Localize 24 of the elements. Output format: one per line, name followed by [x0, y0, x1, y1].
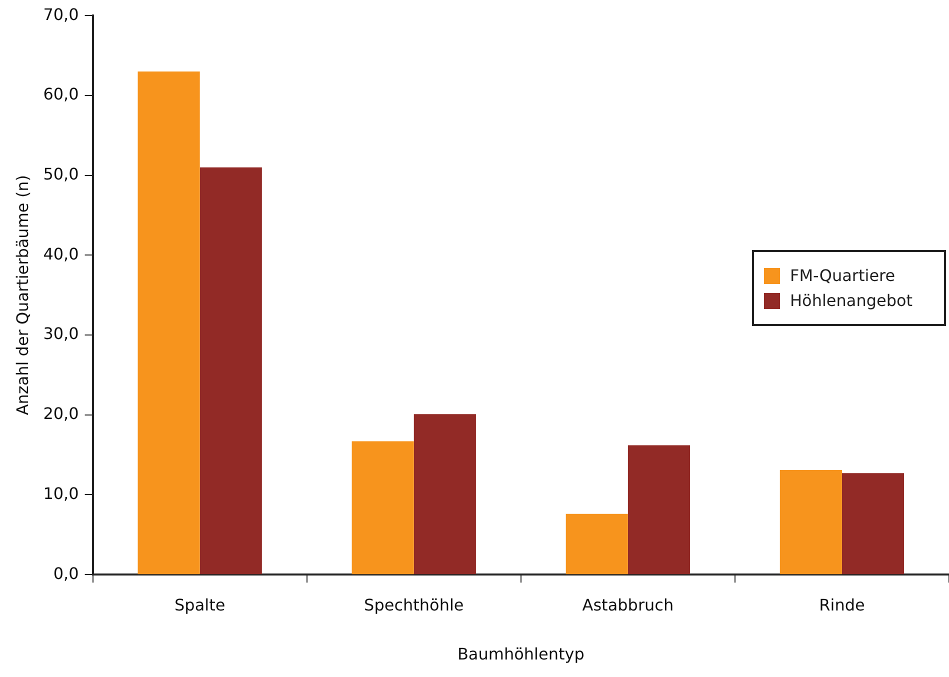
y-tick-label: 40,0: [43, 244, 79, 264]
x-tick-label: Rinde: [819, 595, 865, 614]
x-tick-label: Astabbruch: [582, 595, 674, 614]
bar: [628, 445, 690, 574]
x-tick-label: Spechthöhle: [364, 595, 464, 614]
y-tick-label: 10,0: [43, 484, 79, 503]
bar: [566, 514, 628, 574]
bar: [842, 473, 904, 574]
y-axis-title: Anzahl der Quartierbäume (n): [12, 175, 32, 416]
bar: [352, 441, 414, 574]
bar: [414, 414, 476, 574]
y-tick-label: 50,0: [43, 164, 79, 184]
x-tick-label: Spalte: [174, 595, 226, 614]
y-tick-label: 70,0: [43, 4, 79, 24]
bar: [138, 72, 200, 574]
bar: [780, 470, 842, 574]
y-tick-label: 60,0: [43, 84, 79, 104]
y-tick-label: 30,0: [43, 324, 79, 344]
y-tick-label: 20,0: [43, 404, 79, 424]
y-tick-label: 0,0: [53, 564, 79, 583]
bar: [200, 167, 262, 574]
legend-label: Höhlenangebot: [790, 291, 913, 310]
x-axis-title: Baumhöhlentyp: [457, 644, 584, 664]
legend-label: FM-Quartiere: [790, 266, 896, 285]
